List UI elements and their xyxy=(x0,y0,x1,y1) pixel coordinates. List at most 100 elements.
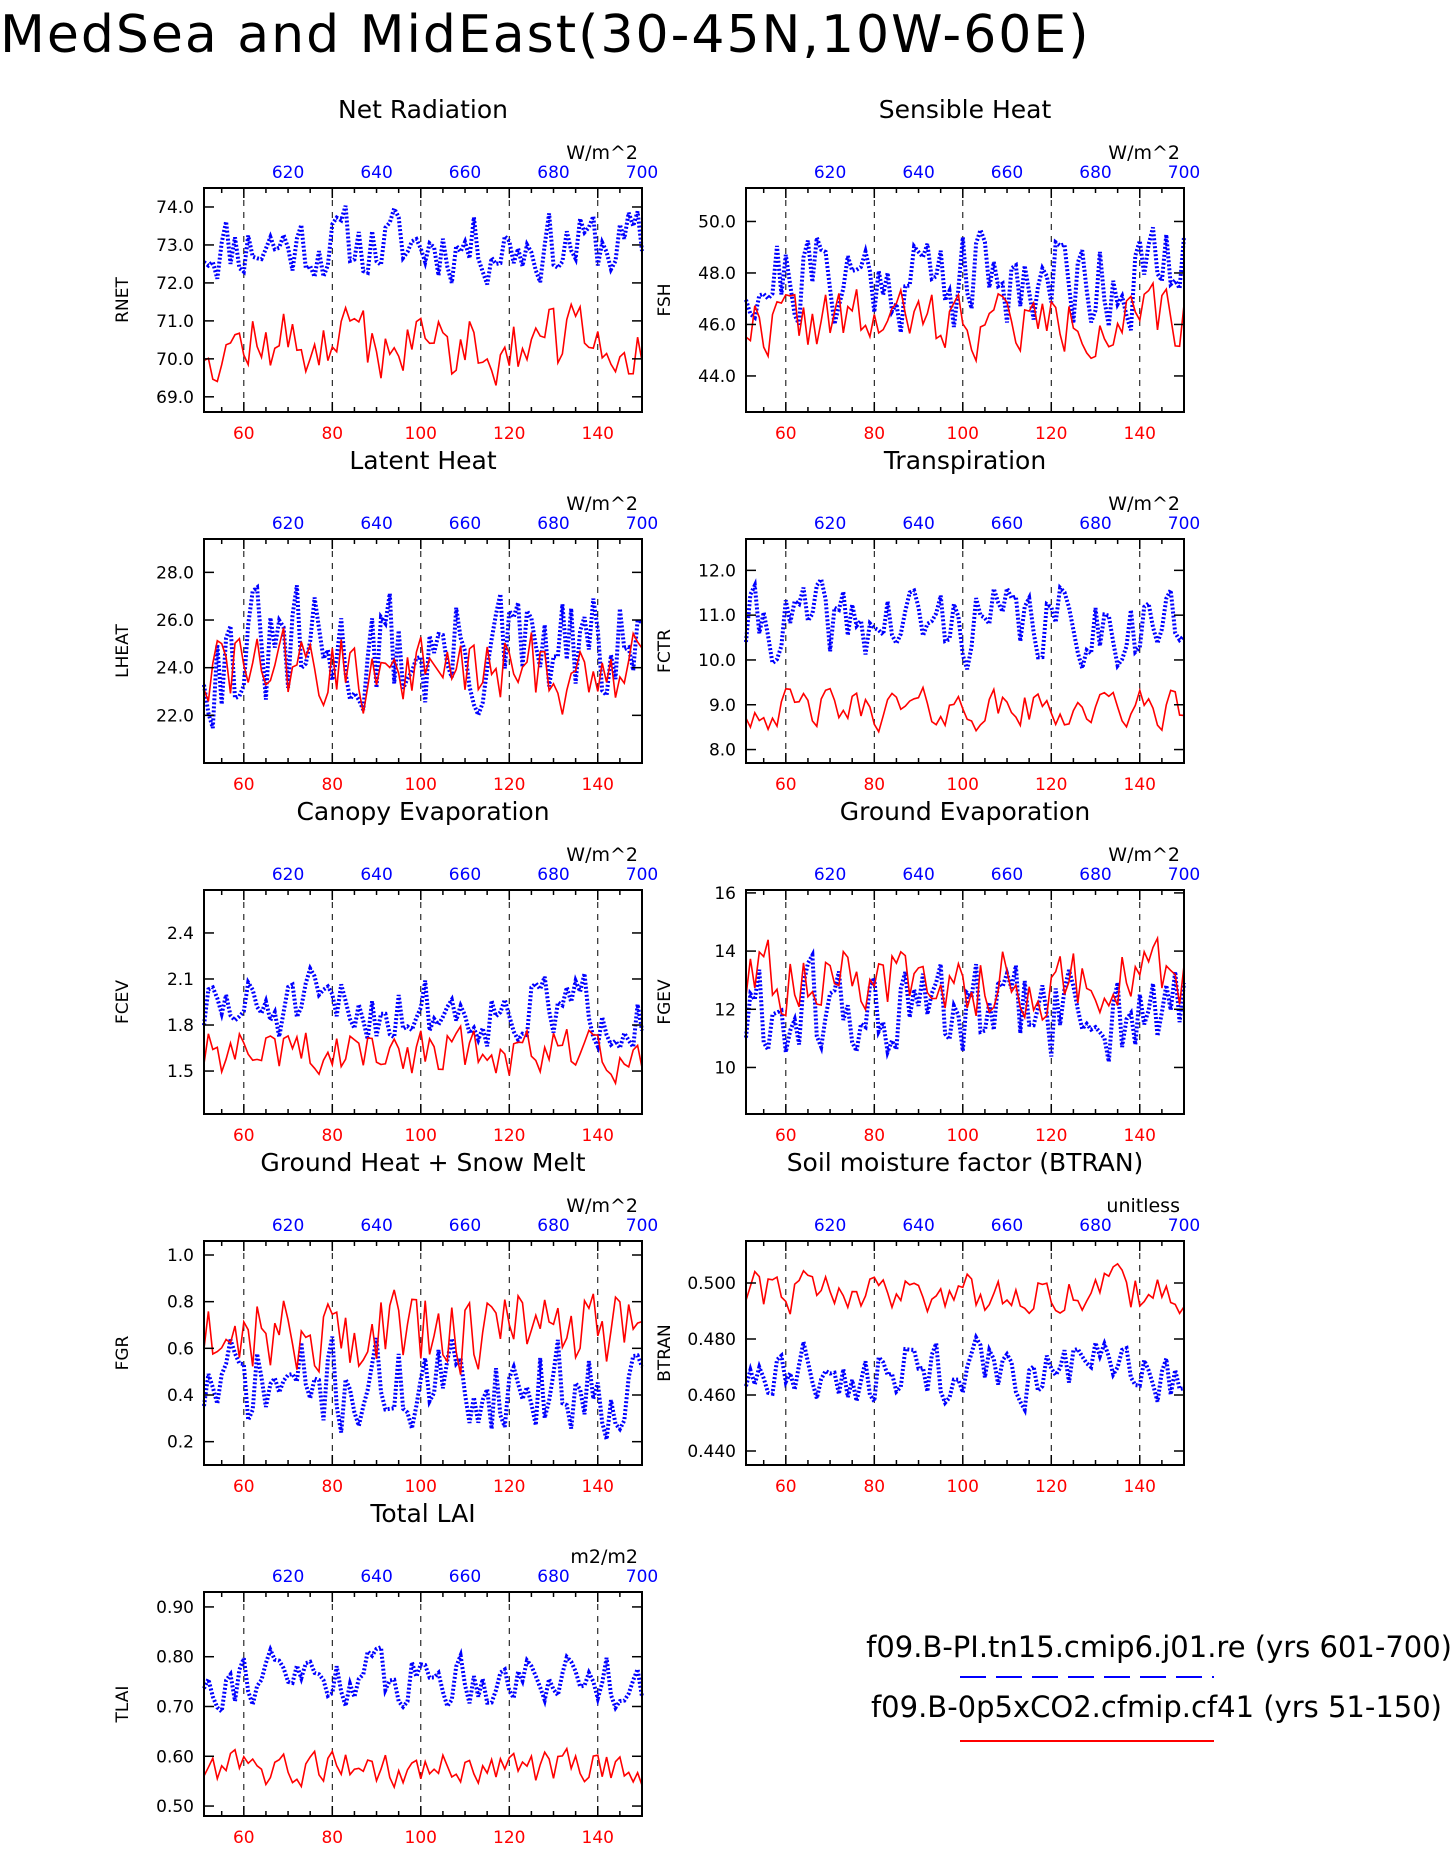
x-top-tick-label: 660 xyxy=(991,514,1023,534)
x-tick-label: 60 xyxy=(233,1126,255,1146)
y-tick-label: 0.80 xyxy=(156,1648,194,1668)
x-tick-label: 60 xyxy=(775,1477,797,1497)
x-tick-label: 120 xyxy=(493,1477,525,1497)
y-tick-label: 48.0 xyxy=(698,264,736,284)
x-tick-label: 140 xyxy=(1124,424,1156,444)
x-tick-label: 100 xyxy=(405,1126,437,1146)
y-tick-label: 70.0 xyxy=(156,350,194,370)
units-label: unitless xyxy=(1106,1195,1180,1217)
y-tick-label: 1.0 xyxy=(167,1246,194,1266)
units-label: W/m^2 xyxy=(566,142,638,164)
y-tick-label: 26.0 xyxy=(156,611,194,631)
x-tick-label: 60 xyxy=(233,775,255,795)
plot-frame xyxy=(203,187,643,413)
x-top-tick-label: 640 xyxy=(902,514,934,534)
experiment-series-line xyxy=(745,685,1185,734)
plot-frame xyxy=(745,187,1185,413)
x-tick-label: 60 xyxy=(233,424,255,444)
panels-group: Net Radiation W/m^2 60 80 100 120 140 620 640 660… xyxy=(113,95,1200,1848)
x-top-tick-label: 620 xyxy=(814,865,846,885)
panel-title: Canopy Evaporation xyxy=(296,797,549,826)
y-axis-label: RNET xyxy=(113,277,133,323)
x-top-tick-label: 700 xyxy=(626,1567,658,1587)
units-label: W/m^2 xyxy=(1108,493,1180,515)
panel-2: Sensible Heat W/m^2 60 80 100 120 140 620 640 660… xyxy=(655,95,1200,444)
x-top-tick-label: 680 xyxy=(1079,1216,1111,1236)
y-axis-label: LHEAT xyxy=(113,624,133,678)
x-top-tick-label: 620 xyxy=(272,865,304,885)
y-tick-label: 46.0 xyxy=(698,315,736,335)
x-tick-label: 80 xyxy=(863,775,885,795)
y-tick-label: 10 xyxy=(714,1058,736,1078)
x-top-tick-label: 620 xyxy=(814,1216,846,1236)
y-tick-label: 0.70 xyxy=(156,1697,194,1717)
y-axis-label: FCTR xyxy=(655,629,675,673)
x-top-tick-label: 640 xyxy=(360,163,392,183)
y-axis-label: TLAI xyxy=(113,1686,133,1724)
x-tick-label: 80 xyxy=(321,1828,343,1848)
y-tick-label: 11.0 xyxy=(698,606,736,626)
x-top-tick-label: 680 xyxy=(1079,865,1111,885)
x-tick-label: 140 xyxy=(1124,1126,1156,1146)
panel-title: Total LAI xyxy=(369,1499,475,1528)
control-series-line xyxy=(744,948,1186,1063)
y-tick-label: 14 xyxy=(714,942,736,962)
x-tick-label: 60 xyxy=(775,1126,797,1146)
y-tick-label: 12 xyxy=(714,1000,736,1020)
y-tick-label: 0.90 xyxy=(156,1598,194,1618)
x-tick-label: 120 xyxy=(1035,775,1067,795)
y-tick-label: 16 xyxy=(714,884,736,904)
panel-title: Ground Heat + Snow Melt xyxy=(260,1148,585,1177)
experiment-series-line xyxy=(745,935,1185,1022)
x-top-tick-label: 700 xyxy=(1168,163,1200,183)
y-tick-label: 0.460 xyxy=(687,1386,736,1406)
y-tick-label: 8.0 xyxy=(709,741,736,761)
x-top-tick-label: 620 xyxy=(272,163,304,183)
x-tick-label: 120 xyxy=(493,424,525,444)
x-tick-label: 120 xyxy=(1035,1477,1067,1497)
x-tick-label: 80 xyxy=(321,424,343,444)
y-tick-label: 0.2 xyxy=(167,1433,194,1453)
x-top-tick-label: 680 xyxy=(537,514,569,534)
x-tick-label: 100 xyxy=(405,424,437,444)
x-top-tick-label: 660 xyxy=(449,1567,481,1587)
x-top-tick-label: 620 xyxy=(272,514,304,534)
experiment-series-line xyxy=(203,1023,643,1086)
x-top-tick-label: 660 xyxy=(991,163,1023,183)
x-tick-label: 60 xyxy=(775,775,797,795)
y-axis-label: FSH xyxy=(655,283,675,316)
units-label: W/m^2 xyxy=(1108,142,1180,164)
x-tick-label: 60 xyxy=(233,1477,255,1497)
units-label: W/m^2 xyxy=(566,1195,638,1217)
panel-title: Latent Heat xyxy=(349,446,497,475)
units-label: W/m^2 xyxy=(1108,844,1180,866)
y-tick-label: 74.0 xyxy=(156,198,194,218)
y-tick-label: 0.60 xyxy=(156,1747,194,1767)
x-top-tick-label: 680 xyxy=(1079,514,1111,534)
x-top-tick-label: 700 xyxy=(1168,1216,1200,1236)
panel-1: Net Radiation W/m^2 60 80 100 120 140 620 640 660… xyxy=(113,95,658,444)
x-top-tick-label: 700 xyxy=(1168,865,1200,885)
control-series-line xyxy=(744,223,1186,333)
x-top-tick-label: 700 xyxy=(626,514,658,534)
y-tick-label: 22.0 xyxy=(156,706,194,726)
x-tick-label: 140 xyxy=(1124,775,1156,795)
x-tick-label: 140 xyxy=(1124,1477,1156,1497)
x-top-tick-label: 680 xyxy=(1079,163,1111,183)
experiment-series-line xyxy=(203,627,643,715)
y-axis-label: BTRAN xyxy=(655,1324,675,1382)
panel-3: Latent Heat W/m^2 60 80 100 120 140 620 640 660 68… xyxy=(113,446,658,795)
y-tick-label: 1.5 xyxy=(167,1062,194,1082)
x-tick-label: 80 xyxy=(321,775,343,795)
experiment-series-line xyxy=(745,280,1185,364)
experiment-series-line xyxy=(203,1289,643,1375)
x-top-tick-label: 660 xyxy=(449,1216,481,1236)
x-top-tick-label: 660 xyxy=(449,514,481,534)
x-top-tick-label: 640 xyxy=(902,163,934,183)
control-series-line xyxy=(744,574,1186,677)
panel-8: Soil moisture factor (BTRAN) unitless 60 80… xyxy=(655,1148,1200,1497)
y-tick-label: 0.6 xyxy=(167,1339,194,1359)
x-tick-label: 80 xyxy=(863,1477,885,1497)
panel-title: Net Radiation xyxy=(338,95,508,124)
